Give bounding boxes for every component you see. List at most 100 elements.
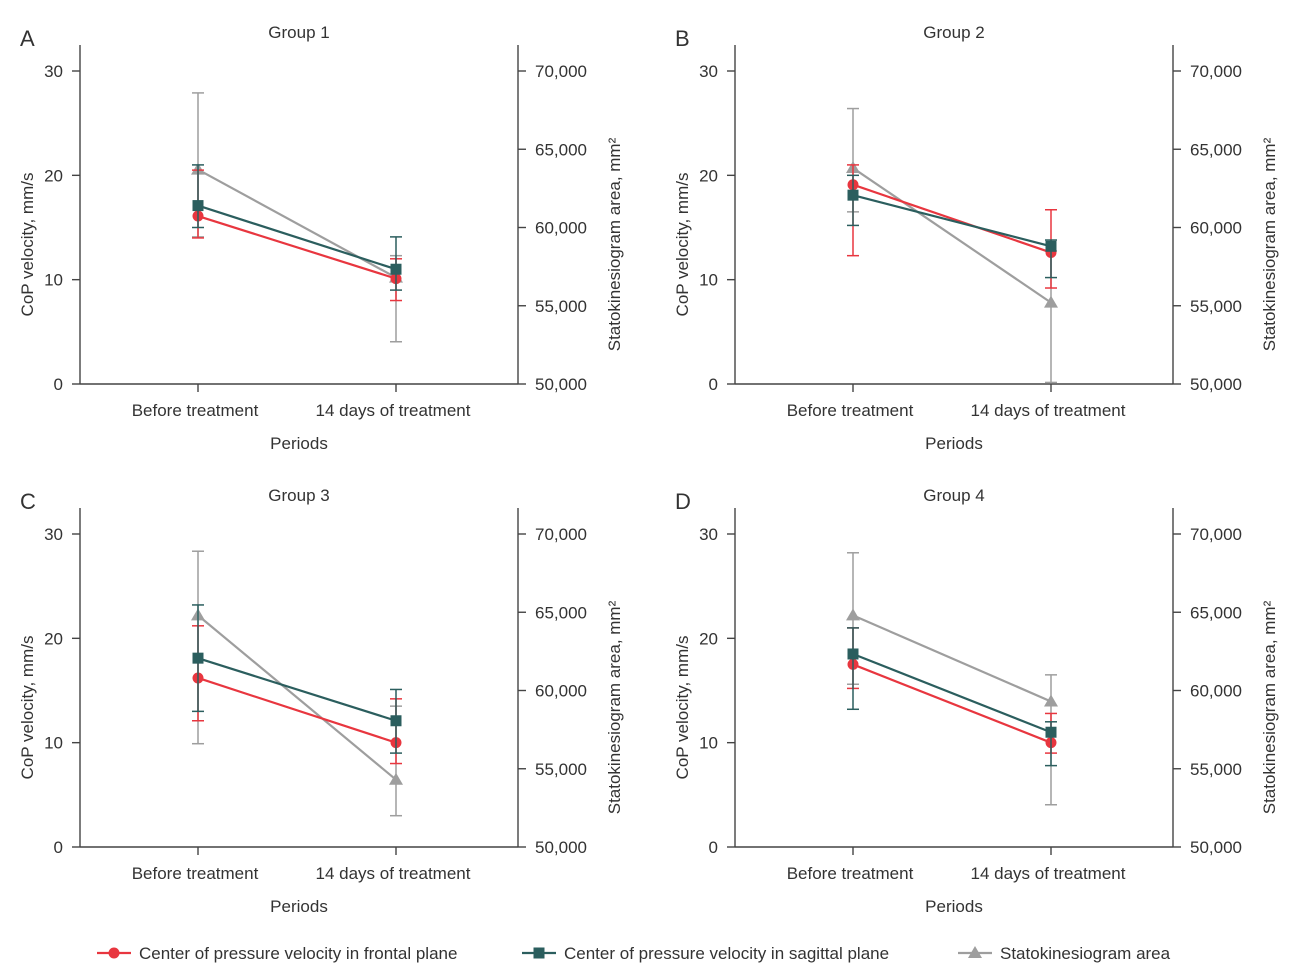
series-frontal xyxy=(192,169,402,302)
series-line-sagittal xyxy=(852,194,1052,248)
x-tick-label: Before treatment xyxy=(132,401,259,420)
left-tick-label: 20 xyxy=(44,629,63,648)
x-tick-label: 14 days of treatment xyxy=(971,401,1126,420)
legend-label: Center of pressure velocity in frontal p… xyxy=(139,944,457,963)
panel-c: C Group 3 0 10 20 30 50,000 55,000 60,000 65,000 7… xyxy=(18,486,624,916)
left-tick-label: 0 xyxy=(709,838,718,857)
legend-marker-triangle xyxy=(968,946,982,958)
data-point-sagittal xyxy=(1045,240,1057,252)
error-bar-sagittal xyxy=(390,236,402,291)
left-tick-label: 20 xyxy=(44,166,63,185)
panel-letter: C xyxy=(20,489,36,514)
right-tick-label: 55,000 xyxy=(535,297,587,316)
series-area xyxy=(191,550,403,817)
legend: Center of pressure velocity in frontal p… xyxy=(97,944,1171,963)
left-axis-title: CoP velocity, mm/s xyxy=(18,173,37,317)
series-area xyxy=(191,92,403,343)
left-axis-title: CoP velocity, mm/s xyxy=(673,636,692,780)
left-tick-label: 0 xyxy=(54,375,63,394)
right-tick-label: 50,000 xyxy=(1190,838,1242,857)
x-tick-label: Before treatment xyxy=(787,864,914,883)
panel-d: D Group 4 0 10 20 30 50,000 55,000 60,000 65,000 7… xyxy=(673,486,1279,916)
legend-item-sagittal: Center of pressure velocity in sagittal … xyxy=(522,944,889,963)
left-tick-label: 10 xyxy=(44,734,63,753)
series-sagittal xyxy=(847,627,1057,767)
legend-label: Statokinesiogram area xyxy=(1000,944,1171,963)
left-tick-label: 10 xyxy=(699,271,718,290)
panel-letter: D xyxy=(675,489,691,514)
right-tick-label: 65,000 xyxy=(1190,603,1242,622)
error-bar-sagittal xyxy=(847,627,859,711)
legend-marker-square xyxy=(533,947,545,959)
panel-letter: A xyxy=(20,26,35,51)
x-axis-title: Periods xyxy=(270,434,328,453)
left-axis-title: CoP velocity, mm/s xyxy=(18,636,37,780)
left-tick-label: 0 xyxy=(709,375,718,394)
right-axis-title: Statokinesiogram area, mm² xyxy=(1260,137,1279,351)
panel-title: Group 3 xyxy=(268,486,329,505)
panels: A Group 1 0 10 20 30 50,000 55,000 60,000 65,000 7… xyxy=(18,23,1279,916)
series-line-frontal xyxy=(197,676,397,744)
right-tick-label: 70,000 xyxy=(535,525,587,544)
panel-title: Group 1 xyxy=(268,23,329,42)
panel-b: B Group 2 0 10 20 30 50,000 55,000 60,000 65,000 7… xyxy=(673,23,1279,453)
series-line-area xyxy=(197,168,397,279)
series-line-frontal xyxy=(197,214,397,280)
series-line-sagittal xyxy=(197,204,397,271)
x-axis-title: Periods xyxy=(270,897,328,916)
panel-title: Group 4 xyxy=(923,486,984,505)
error-bar-sagittal xyxy=(192,164,204,229)
x-tick-label: 14 days of treatment xyxy=(971,864,1126,883)
left-tick-label: 10 xyxy=(699,734,718,753)
series-line-area xyxy=(197,614,397,781)
data-point-sagittal xyxy=(390,263,402,275)
panel-a: A Group 1 0 10 20 30 50,000 55,000 60,000 65,000 7… xyxy=(18,23,624,453)
left-tick-label: 30 xyxy=(699,525,718,544)
right-tick-label: 60,000 xyxy=(1190,219,1242,238)
series-line-sagittal xyxy=(197,657,397,722)
data-point-sagittal xyxy=(192,652,204,664)
right-tick-label: 55,000 xyxy=(535,760,587,779)
right-tick-label: 70,000 xyxy=(1190,62,1242,81)
series-sagittal xyxy=(192,164,402,291)
right-tick-label: 55,000 xyxy=(1190,760,1242,779)
legend-marker-circle xyxy=(108,947,120,959)
series-line-sagittal xyxy=(852,652,1052,734)
series-sagittal xyxy=(192,604,402,754)
x-axis-title: Periods xyxy=(925,897,983,916)
series-line-area xyxy=(852,614,1052,703)
x-axis-title: Periods xyxy=(925,434,983,453)
data-point-sagittal xyxy=(390,715,402,727)
right-tick-label: 60,000 xyxy=(535,682,587,701)
right-axis-title: Statokinesiogram area, mm² xyxy=(605,137,624,351)
right-tick-label: 65,000 xyxy=(535,140,587,159)
left-axis-title: CoP velocity, mm/s xyxy=(673,173,692,317)
left-tick-label: 30 xyxy=(699,62,718,81)
right-tick-label: 50,000 xyxy=(535,375,587,394)
data-point-area xyxy=(846,608,860,621)
right-tick-label: 70,000 xyxy=(535,62,587,81)
x-tick-label: 14 days of treatment xyxy=(316,864,471,883)
left-tick-label: 0 xyxy=(54,838,63,857)
series-area xyxy=(846,107,1058,384)
right-tick-label: 70,000 xyxy=(1190,525,1242,544)
left-tick-label: 30 xyxy=(44,62,63,81)
left-tick-label: 20 xyxy=(699,629,718,648)
series-line-frontal xyxy=(852,663,1052,744)
right-tick-label: 55,000 xyxy=(1190,297,1242,316)
series-line-area xyxy=(852,167,1052,304)
right-axis-title: Statokinesiogram area, mm² xyxy=(605,600,624,814)
legend-label: Center of pressure velocity in sagittal … xyxy=(564,944,889,963)
series-frontal xyxy=(847,164,1057,289)
data-point-area xyxy=(1044,295,1058,308)
panel-letter: B xyxy=(675,26,690,51)
series-sagittal xyxy=(847,174,1057,279)
x-tick-label: Before treatment xyxy=(132,864,259,883)
legend-item-area: Statokinesiogram area xyxy=(958,944,1171,963)
series-area xyxy=(846,552,1058,806)
right-tick-label: 60,000 xyxy=(535,219,587,238)
right-tick-label: 60,000 xyxy=(1190,682,1242,701)
legend-item-frontal: Center of pressure velocity in frontal p… xyxy=(97,944,457,963)
right-tick-label: 65,000 xyxy=(1190,140,1242,159)
